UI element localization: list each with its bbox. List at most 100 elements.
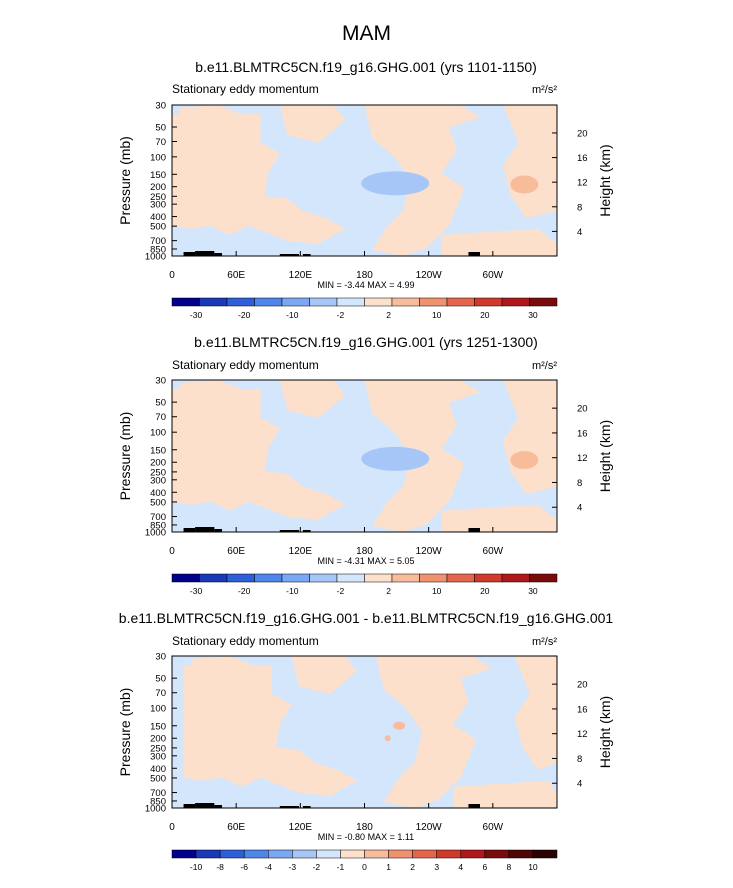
colorbar-label: 30 xyxy=(528,310,538,320)
units-label: m²/s² xyxy=(532,360,557,372)
x-tick-label: 120E xyxy=(289,822,313,833)
colorbar-box xyxy=(171,573,200,583)
y-tick-label: 250 xyxy=(150,192,166,203)
topography xyxy=(183,252,196,256)
topography xyxy=(302,530,311,532)
figure-title: MAM xyxy=(342,22,391,45)
positive-peak xyxy=(510,175,539,194)
positive-peak xyxy=(393,721,406,730)
topography xyxy=(279,254,300,256)
positive-region xyxy=(279,105,346,143)
colorbar-box xyxy=(364,573,393,583)
y2-tick-label: 20 xyxy=(577,404,588,415)
colorbar-box xyxy=(336,297,365,307)
colorbar-label: -30 xyxy=(190,586,203,596)
y-tick-label: 300 xyxy=(150,475,166,486)
colorbar-label: 6 xyxy=(482,862,487,872)
y-tick-label: 850 xyxy=(150,245,166,256)
y-tick-label: 1000 xyxy=(145,252,166,263)
colorbar-box xyxy=(364,849,389,859)
y2-axis-label: Height (km) xyxy=(597,696,613,768)
y-axis-label: Pressure (mb) xyxy=(117,688,133,777)
y2-tick-label: 8 xyxy=(577,202,582,213)
colorbar-box xyxy=(419,573,448,583)
colorbar-box xyxy=(281,297,310,307)
chart-subtitle: Stationary eddy momentum xyxy=(172,82,319,96)
colorbar-box xyxy=(391,573,420,583)
positive-region xyxy=(453,780,557,808)
colorbar-label: 2 xyxy=(410,862,415,872)
colorbar-label: 0 xyxy=(362,862,367,872)
colorbar-box xyxy=(243,849,269,859)
y2-tick-label: 20 xyxy=(577,680,588,691)
colorbar-box xyxy=(391,297,420,307)
positive-region xyxy=(279,380,346,418)
chart-title: b.e11.BLMTRC5CN.f19_g16.GHG.001 - b.e11.… xyxy=(119,610,614,626)
units-label: m²/s² xyxy=(532,636,557,648)
y2-axis-label: Height (km) xyxy=(597,144,613,216)
y-tick-label: 1000 xyxy=(145,528,166,539)
y-tick-label: 300 xyxy=(150,200,166,211)
positive-peak xyxy=(384,735,391,742)
chart-title: b.e11.BLMTRC5CN.f19_g16.GHG.001 (yrs 110… xyxy=(195,59,537,75)
colorbar-box xyxy=(254,297,283,307)
x-tick-label: 60W xyxy=(483,270,504,281)
colorbar-label: -10 xyxy=(190,862,203,872)
y2-tick-label: 16 xyxy=(577,153,588,164)
topography xyxy=(468,528,480,532)
topography xyxy=(214,529,223,532)
colorbar-label: 8 xyxy=(507,862,512,872)
y-tick-label: 100 xyxy=(150,152,166,163)
colorbar-box xyxy=(292,849,317,859)
colorbar-label: -20 xyxy=(238,310,251,320)
colorbar-label: -4 xyxy=(264,862,272,872)
colorbar-box xyxy=(474,297,503,307)
negative-region xyxy=(361,171,430,196)
colorbar-box xyxy=(281,573,310,583)
y-tick-label: 400 xyxy=(150,212,166,223)
colorbar-label: -2 xyxy=(337,586,345,596)
colorbar-label: -8 xyxy=(216,862,224,872)
y-axis-label: Pressure (mb) xyxy=(117,136,133,225)
colorbar-box xyxy=(501,573,530,583)
colorbar-box xyxy=(484,849,510,859)
y-tick-label: 500 xyxy=(150,773,166,784)
positive-region xyxy=(291,656,357,694)
topography xyxy=(195,803,215,808)
colorbar-box xyxy=(364,297,393,307)
x-tick-label: 0 xyxy=(169,270,175,281)
colorbar-box xyxy=(316,849,341,859)
x-tick-label: 60W xyxy=(483,822,504,833)
x-tick-label: 180 xyxy=(356,546,373,557)
y-tick-label: 100 xyxy=(150,428,166,439)
topography xyxy=(183,528,196,532)
colorbar-label: 30 xyxy=(528,586,538,596)
y-tick-label: 50 xyxy=(155,674,166,685)
x-tick-label: 60E xyxy=(227,822,245,833)
y2-tick-label: 12 xyxy=(577,729,588,740)
topography xyxy=(214,253,223,256)
chart-title: b.e11.BLMTRC5CN.f19_g16.GHG.001 (yrs 125… xyxy=(194,334,538,350)
y2-tick-label: 4 xyxy=(577,779,582,790)
colorbar-label: -10 xyxy=(286,586,299,596)
colorbar-label: 10 xyxy=(528,862,538,872)
x-tick-label: 60W xyxy=(483,546,504,557)
topography xyxy=(302,806,311,808)
x-tick-label: 0 xyxy=(169,546,175,557)
topography xyxy=(214,805,223,808)
colorbar-box xyxy=(529,573,558,583)
positive-region xyxy=(376,656,492,808)
colorbar-box xyxy=(501,297,530,307)
colorbar-label: 20 xyxy=(480,310,490,320)
topography xyxy=(468,252,480,256)
colorbar-label: 10 xyxy=(432,586,442,596)
y2-tick-label: 8 xyxy=(577,754,582,765)
negative-region xyxy=(361,446,430,471)
y-tick-label: 100 xyxy=(150,704,166,715)
x-tick-label: 120W xyxy=(416,270,443,281)
colorbar-box xyxy=(219,849,245,859)
colorbar-box xyxy=(388,849,413,859)
y-axis-label: Pressure (mb) xyxy=(117,412,133,501)
y2-tick-label: 12 xyxy=(577,178,588,189)
